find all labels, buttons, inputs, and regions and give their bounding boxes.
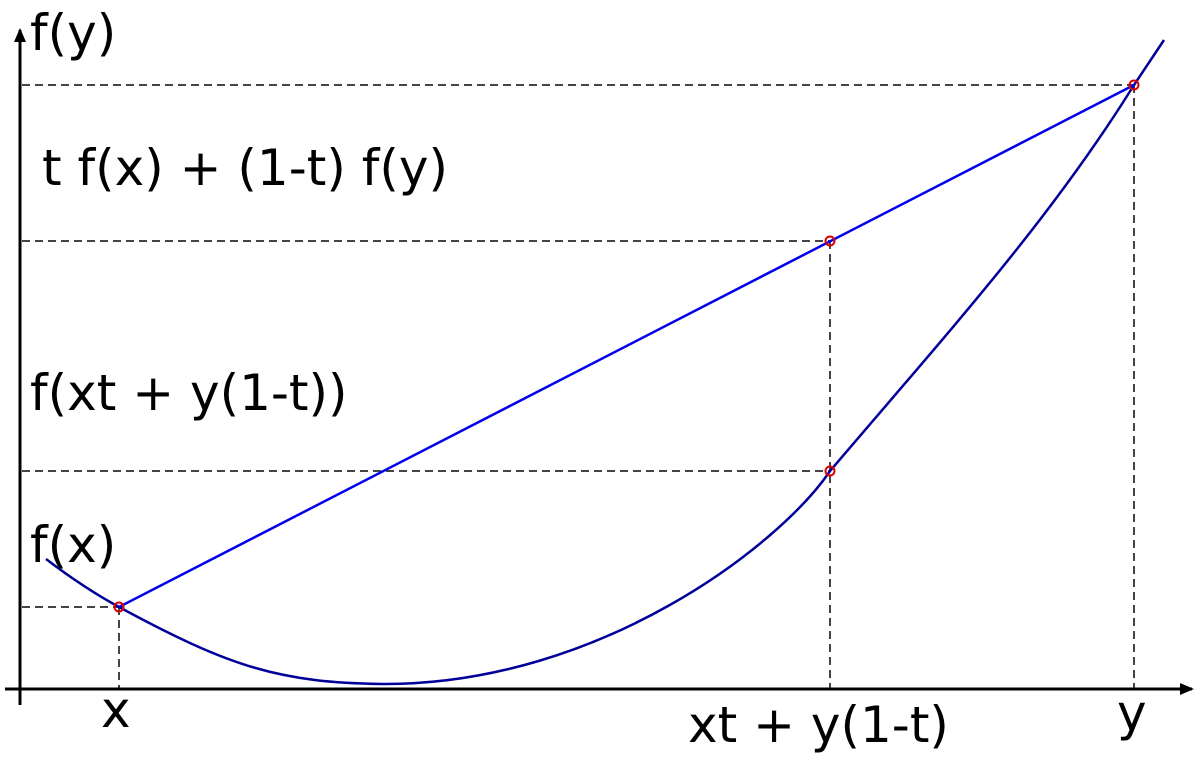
marked-points	[113, 79, 1140, 613]
label-fy: f(y)	[30, 4, 116, 62]
guide-lines	[22, 84, 1135, 689]
label-curve-value: f(xt + y(1-t))	[30, 364, 348, 422]
point-fx	[113, 601, 125, 613]
tick-label-y: y	[1117, 684, 1147, 742]
point-fy	[1128, 79, 1140, 91]
label-fx: f(x)	[30, 516, 116, 574]
point-secant-mid	[824, 235, 836, 247]
convex-curve	[45, 39, 1166, 686]
label-secant-value: t f(x) + (1-t) f(y)	[42, 139, 448, 197]
point-curve-mid	[824, 465, 836, 477]
tick-label-mid: xt + y(1-t)	[688, 696, 949, 754]
tick-label-x: x	[101, 681, 131, 739]
secant-line	[118, 83, 1135, 609]
